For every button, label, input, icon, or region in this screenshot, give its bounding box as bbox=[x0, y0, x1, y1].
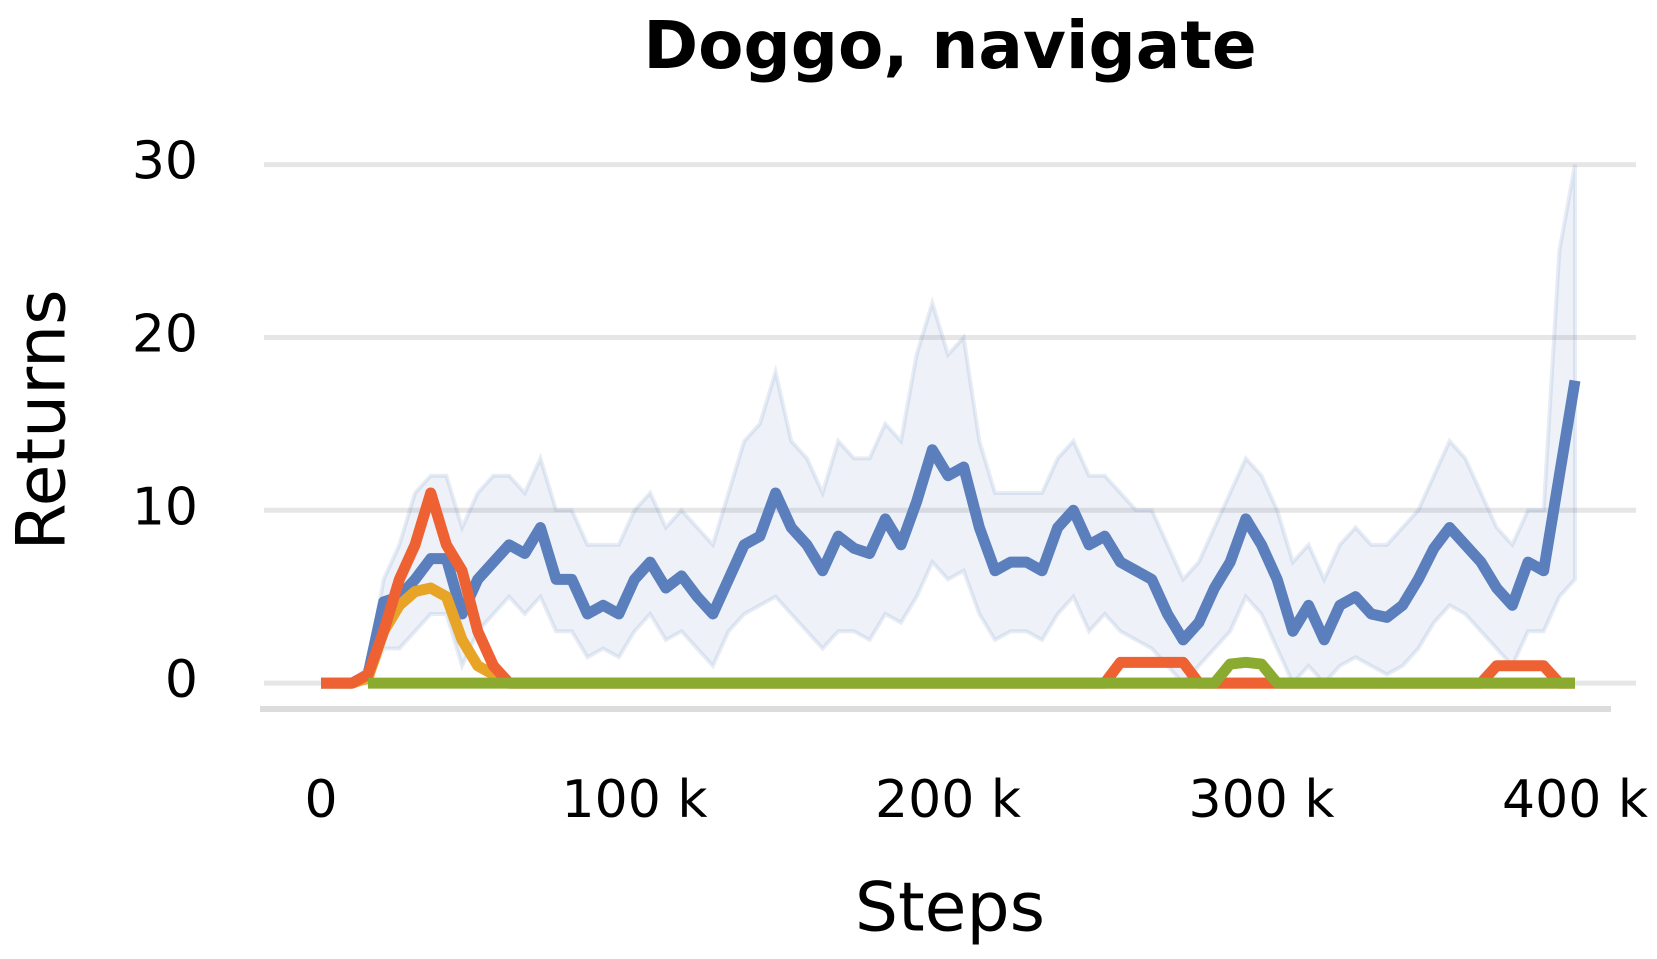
x-axis-label: Steps bbox=[855, 869, 1045, 948]
series-line bbox=[368, 656, 1575, 689]
x-tick-label: 0 bbox=[304, 770, 337, 830]
y-tick-label: 10 bbox=[132, 477, 198, 537]
y-tick-label: 0 bbox=[165, 650, 198, 710]
x-tick-label: 200 k bbox=[875, 770, 1021, 830]
x-tick-label: 100 k bbox=[562, 770, 708, 830]
y-tick-label: 30 bbox=[132, 132, 198, 192]
series-line bbox=[321, 379, 1581, 689]
confidence-band bbox=[321, 164, 1577, 687]
y-axis-label: Returns bbox=[3, 289, 82, 550]
y-tick-label: 20 bbox=[132, 304, 198, 364]
x-tick-label: 400 k bbox=[1502, 770, 1648, 830]
chart-title: Doggo, navigate bbox=[643, 7, 1256, 84]
x-tick-label: 300 k bbox=[1189, 770, 1335, 830]
